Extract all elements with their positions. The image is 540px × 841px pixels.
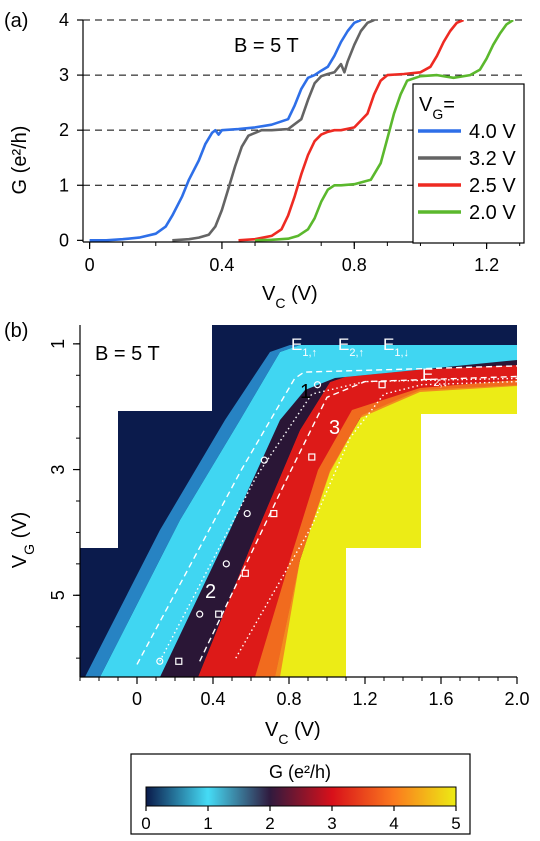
a-x-tick-label: 0	[85, 255, 95, 275]
panel-b-label: (b)	[4, 320, 28, 342]
b-x-ticks: 0 0.4 0.8 1.2 1.6 2.0	[79, 677, 530, 709]
a-series-line	[238, 20, 465, 242]
b-y-axis-label: VG (V)	[9, 512, 37, 568]
b-unmeasured-bottom-right	[346, 548, 421, 677]
b-square-marker	[215, 610, 223, 618]
b-g4-edge	[255, 380, 517, 677]
a-y-tick-label: 2	[59, 120, 69, 140]
b-circle-marker	[243, 509, 251, 518]
b-circle-marker	[313, 381, 322, 389]
colorbar-tick-label: 2	[265, 814, 274, 833]
b-unmeasured-left	[80, 411, 118, 548]
b-heatmap	[80, 325, 517, 677]
b-energy-level-label: E2,↑	[338, 335, 364, 359]
b-region-1-label: 1	[300, 381, 311, 403]
colorbar-tick-label: 3	[327, 814, 336, 833]
b-circle-marker	[156, 657, 164, 665]
colorbar: G (e²/h) 0 1 2 3 4 5	[130, 753, 471, 835]
colorbar-tick-label: 0	[141, 814, 150, 833]
b-energy-level-label: E1,↑	[291, 335, 317, 359]
b-g3-band	[198, 365, 517, 677]
b-square-marker	[270, 509, 278, 518]
b-g1-band	[100, 345, 517, 677]
b-y-tick-label: 1	[48, 339, 68, 349]
b-x-tick-label: 0.4	[200, 689, 225, 709]
a-x-tick-label: 0.8	[342, 255, 367, 275]
a-legend-label: 3.2 V	[469, 148, 516, 170]
a-y-tick-label: 4	[59, 10, 69, 30]
a-legend-label: 4.0 V	[469, 121, 516, 143]
b-energy-level-label: E2,↓	[422, 365, 448, 389]
a-legend-label: 2.0 V	[469, 202, 516, 224]
b-boundary-lines	[136, 365, 517, 665]
panel-a-label: (a)	[4, 10, 28, 32]
colorbar-tick-label: 5	[451, 814, 460, 833]
b-energy-level-label: E1,↓	[383, 335, 409, 359]
a-legend-items: 4.0 V 3.2 V 2.5 V 2.0 V	[418, 121, 516, 224]
b-x-tick-label: 2.0	[504, 689, 529, 709]
b-circle-marker	[260, 456, 268, 464]
a-x-axis-label: VC (V)	[262, 283, 318, 311]
colorbar-tick-label: 4	[389, 814, 398, 833]
b-circle-marker	[196, 610, 204, 618]
b-y-tick-label: 5	[48, 590, 68, 600]
b-g2-band	[160, 360, 517, 677]
b-y-tick-label: 3	[48, 465, 68, 475]
a-legend-label: 2.5 V	[469, 175, 516, 197]
a-y-tick-label: 1	[59, 175, 69, 195]
a-x-tick-label: 1.2	[474, 255, 499, 275]
a-field-annotation: B = 5 T	[234, 35, 299, 57]
a-y-ticks: 0 1 2 3 4	[59, 10, 83, 250]
b-x-axis-label: VC (V)	[265, 719, 321, 747]
a-y-tick-label: 0	[59, 230, 69, 250]
b-boundary-line	[235, 380, 517, 659]
b-markers	[156, 381, 386, 665]
a-legend-box	[412, 83, 525, 244]
panel-a: (a) 0 0.4 0.8 1.2 0 1 2 3 4 B = 5 T VC (V) G (e…	[4, 10, 525, 311]
a-series-line	[89, 20, 362, 242]
a-series-line	[172, 20, 375, 242]
b-x-tick-label: 0	[132, 689, 142, 709]
a-x-tick-label: 0.4	[209, 255, 234, 275]
b-energy-level-labels: E1,↑ E2,↑ E1,↓ E2,↓	[291, 335, 448, 389]
b-x-tick-label: 1.2	[352, 689, 377, 709]
b-high-conductance-region	[275, 385, 517, 677]
b-square-marker	[378, 381, 386, 389]
a-series-line	[254, 20, 514, 242]
panel-b: (b) 0 0.4 0.8 1.2 1.6 2.0	[4, 320, 530, 747]
b-region-2-label: 2	[205, 581, 216, 603]
colorbar-ticks: 0 1 2 3 4 5	[141, 806, 461, 833]
b-square-marker	[308, 453, 316, 461]
b-boundary-line	[199, 375, 517, 662]
b-square-marker	[175, 657, 183, 665]
a-y-axis-label: G (e²/h)	[9, 126, 31, 195]
a-x-ticks: 0 0.4 0.8 1.2	[85, 242, 521, 275]
b-unmeasured-right	[421, 414, 517, 677]
b-x-tick-label: 0.8	[276, 689, 301, 709]
colorbar-tick-label: 1	[203, 814, 212, 833]
b-g1-edge	[85, 345, 300, 677]
a-y-tick-label: 3	[59, 65, 69, 85]
colorbar-gradient	[145, 786, 457, 807]
b-x-tick-label: 1.6	[428, 689, 453, 709]
b-y-ticks: 1 3 5	[48, 339, 80, 659]
b-square-marker	[241, 569, 249, 577]
a-legend-title: VG=	[419, 94, 455, 122]
colorbar-label: G (e²/h)	[269, 762, 331, 782]
a-series-lines	[89, 20, 514, 242]
b-field-annotation: B = 5 T	[95, 343, 160, 365]
b-circle-marker	[222, 560, 230, 568]
b-region-3-label: 3	[329, 417, 340, 439]
b-unmeasured-top-left	[80, 325, 212, 411]
a-legend: VG= 4.0 V 3.2 V 2.5 V 2.0 V	[412, 83, 525, 244]
